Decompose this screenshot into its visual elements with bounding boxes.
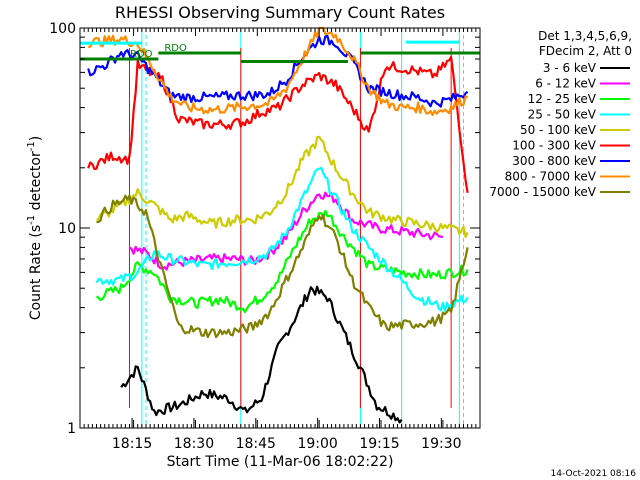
legend-label-0: 3 - 6 keV (543, 61, 597, 75)
y-tick-label-0: 1 (67, 421, 76, 437)
chart-title: RHESSI Observing Summary Count Rates (115, 3, 445, 22)
series-line-0 (120, 285, 403, 424)
legend-header-line1: Det 1,3,4,5,6,9, (538, 29, 632, 43)
x-tick-label-5: 19:30 (421, 436, 461, 452)
series-line-1 (128, 191, 444, 271)
series-line-8 (96, 194, 469, 339)
y-tick-label-1: 10 (58, 221, 76, 237)
attenuator-bars: RDO RDO (80, 40, 480, 63)
series-line-3 (95, 166, 469, 312)
y-tick-labels: 1 10 100 (49, 21, 76, 437)
x-tick-label-3: 19:00 (297, 436, 337, 452)
legend-label-8: 7000 - 15000 keV (489, 185, 596, 199)
y-axis-label-main: Count Rate (s (28, 225, 44, 320)
legend-label-2: 12 - 25 keV (528, 92, 597, 106)
x-tick-label-2: 18:45 (236, 436, 276, 452)
series-line-4 (96, 135, 469, 238)
series-layer (87, 26, 469, 424)
x-axis-label: Start Time (11-Mar-06 18:02:22) (167, 454, 394, 470)
legend: Det 1,3,4,5,6,9, FDecim 2, Att 0 3 - 6 k… (489, 29, 632, 199)
x-tick-label-0: 18:15 (112, 436, 152, 452)
legend-label-7: 800 - 7000 keV (505, 170, 597, 184)
axes (79, 27, 481, 429)
y-axis-label-mid: detector (28, 151, 44, 215)
bar-label-1: RDO (164, 43, 187, 54)
y-tick-label-2: 100 (49, 21, 76, 37)
plot-background (80, 28, 480, 428)
x-tick-label-4: 19:15 (359, 436, 399, 452)
y-axis-label: Count Rate (s-1 detector-1) (26, 136, 44, 320)
series-line-2 (95, 209, 469, 314)
series-line-7 (88, 26, 469, 117)
y-axis-label-end: ) (28, 136, 44, 141)
y-axis-label-sup1: -1 (26, 215, 37, 225)
x-tick-label-1: 18:30 (174, 436, 214, 452)
footer-timestamp: 14-Oct-2021 08:16 (551, 469, 637, 479)
legend-label-1: 6 - 12 keV (535, 77, 597, 91)
legend-label-3: 25 - 50 keV (528, 108, 597, 122)
series-line-6 (87, 34, 469, 108)
y-axis-label-sup2: -1 (26, 141, 37, 151)
bar-label-0: RDO (130, 49, 153, 60)
plot-area (80, 28, 480, 428)
legend-label-6: 300 - 800 keV (512, 154, 596, 168)
legend-label-5: 100 - 300 keV (512, 139, 596, 153)
x-tick-labels: 18:15 18:30 18:45 19:00 19:15 19:30 (112, 436, 462, 452)
legend-label-4: 50 - 100 keV (520, 123, 597, 137)
legend-header-line2: FDecim 2, Att 0 (539, 44, 632, 58)
